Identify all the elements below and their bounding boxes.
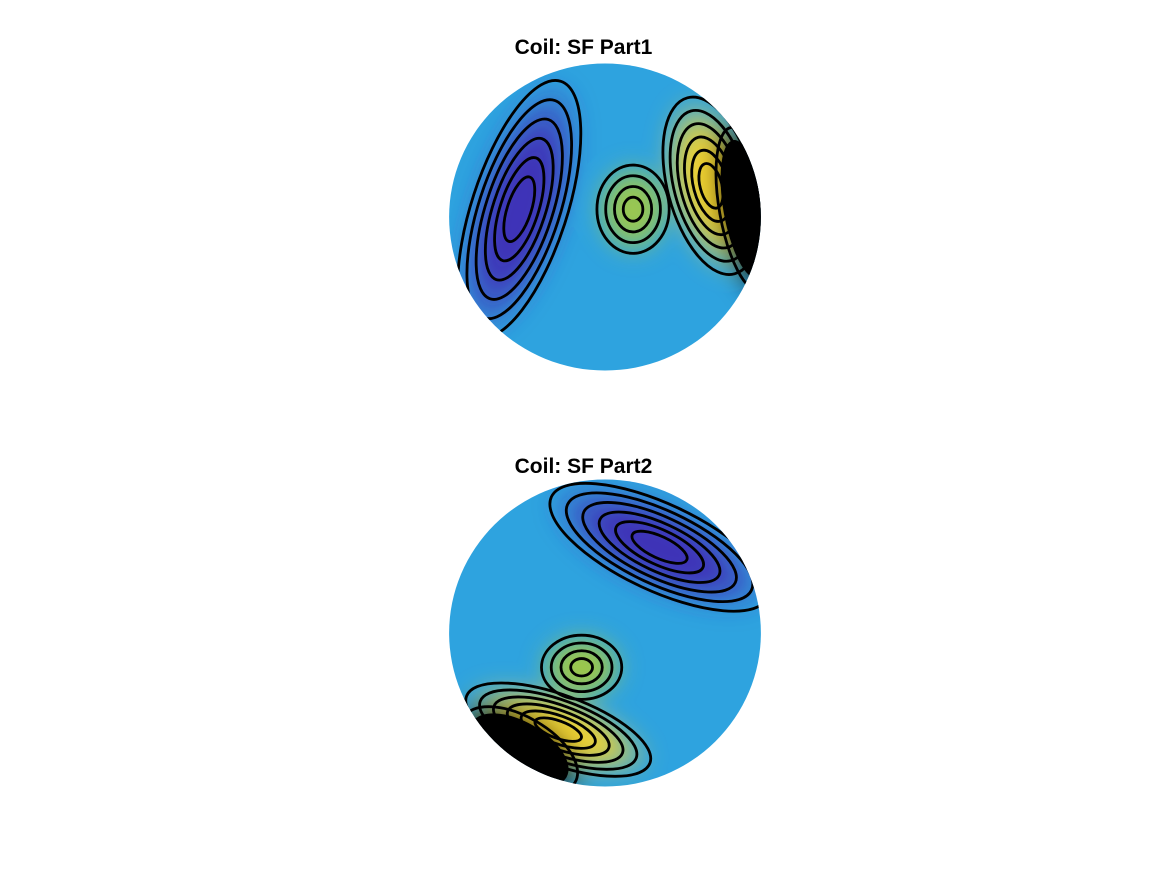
contour-line-1-4: [581, 501, 738, 594]
contour-line-2-3: [549, 641, 614, 694]
contour-line-1-1: [502, 175, 537, 243]
contour-line-2-1: [569, 657, 594, 678]
topoplot-panel-2: Coil: SF Part2: [0, 418, 1167, 855]
contour-line-1-4: [474, 117, 564, 301]
topoplot-contours-2: [459, 481, 761, 787]
contour-line-2-2: [613, 185, 654, 234]
contour-line-2-1: [621, 195, 645, 223]
contour-line-1-3: [483, 136, 555, 282]
contour-line-1-6: [548, 481, 761, 613]
contour-line-1-2: [614, 520, 705, 575]
contour-line-2-2: [559, 649, 604, 686]
contour-line-2-4: [595, 163, 671, 255]
topoplot-map-1: [449, 63, 761, 371]
contour-line-1-3: [597, 510, 722, 584]
fill-layer-1-4: [489, 146, 550, 272]
topoplot-clip-2: [449, 479, 761, 787]
chart-title-1: Coil: SF Part1: [514, 36, 653, 59]
fill-layer-2-4: [560, 650, 603, 685]
contour-line-1-5: [564, 491, 755, 604]
saturated-region-4: [469, 713, 569, 787]
chart-title-2: Coil: SF Part2: [514, 455, 653, 478]
contour-line-2-4: [540, 633, 624, 701]
topoplot-clip-1: [449, 63, 761, 371]
contour-line-2-3: [604, 174, 662, 245]
contour-line-1-2: [493, 156, 546, 263]
contour-line-1-1: [630, 529, 689, 565]
topoplot-map-2: [449, 479, 761, 787]
fill-layer-2-4: [614, 186, 652, 233]
topoplot-panel-1: Coil: SF Part1: [0, 0, 1167, 437]
